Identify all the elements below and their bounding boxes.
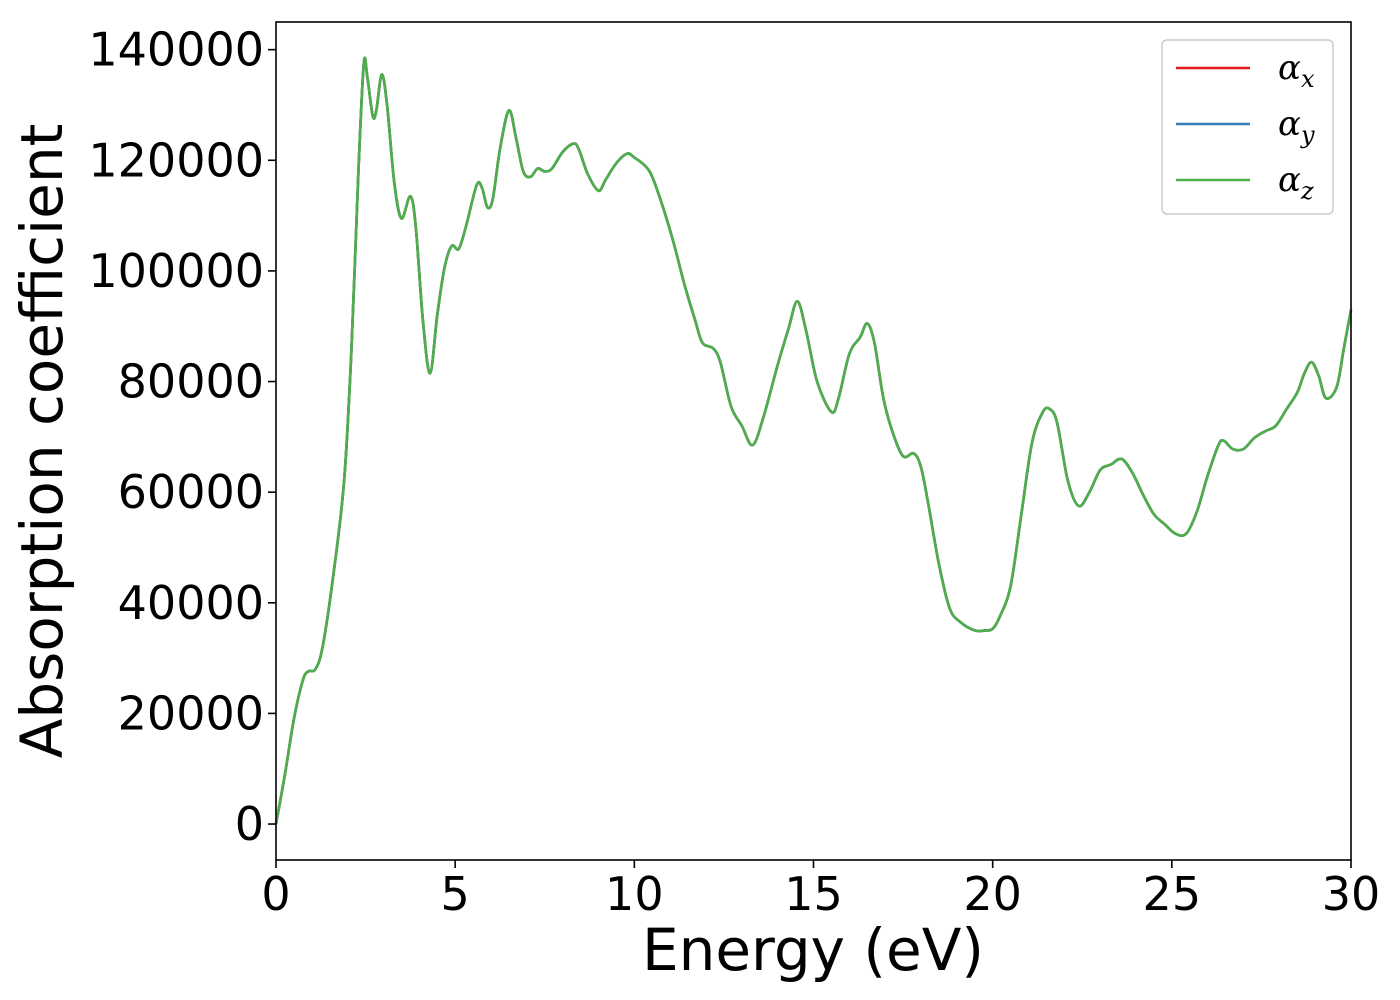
y-axis-title: Absorption coefficient <box>8 124 76 759</box>
y-tick-label: 40000 <box>118 576 264 630</box>
y-tick-label: 60000 <box>118 465 264 519</box>
series-line-3 <box>274 56 1353 825</box>
x-axis: 0 5 10 15 20 25 30 <box>261 860 1380 921</box>
x-tick-label: 0 <box>261 867 290 921</box>
x-tick-label: 15 <box>784 867 843 921</box>
y-tick-label: 80000 <box>118 355 264 409</box>
x-tick-label: 10 <box>605 867 664 921</box>
y-tick-label: 120000 <box>88 133 264 187</box>
x-tick-label: 20 <box>963 867 1022 921</box>
y-tick-label: 20000 <box>118 686 264 740</box>
y-tick-label: 100000 <box>88 244 264 298</box>
x-tick-label: 5 <box>441 867 470 921</box>
y-axis: 0 20000 40000 60000 80000 100000 120000 140000 <box>88 23 276 851</box>
y-tick-label: 0 <box>235 797 264 851</box>
x-axis-title: Energy (eV) <box>642 916 984 984</box>
legend-box <box>1161 39 1334 215</box>
x-tick-label: 25 <box>1143 867 1202 921</box>
series-layer <box>274 56 1353 825</box>
y-tick-label: 140000 <box>88 23 264 77</box>
x-tick-label: 30 <box>1322 867 1381 921</box>
